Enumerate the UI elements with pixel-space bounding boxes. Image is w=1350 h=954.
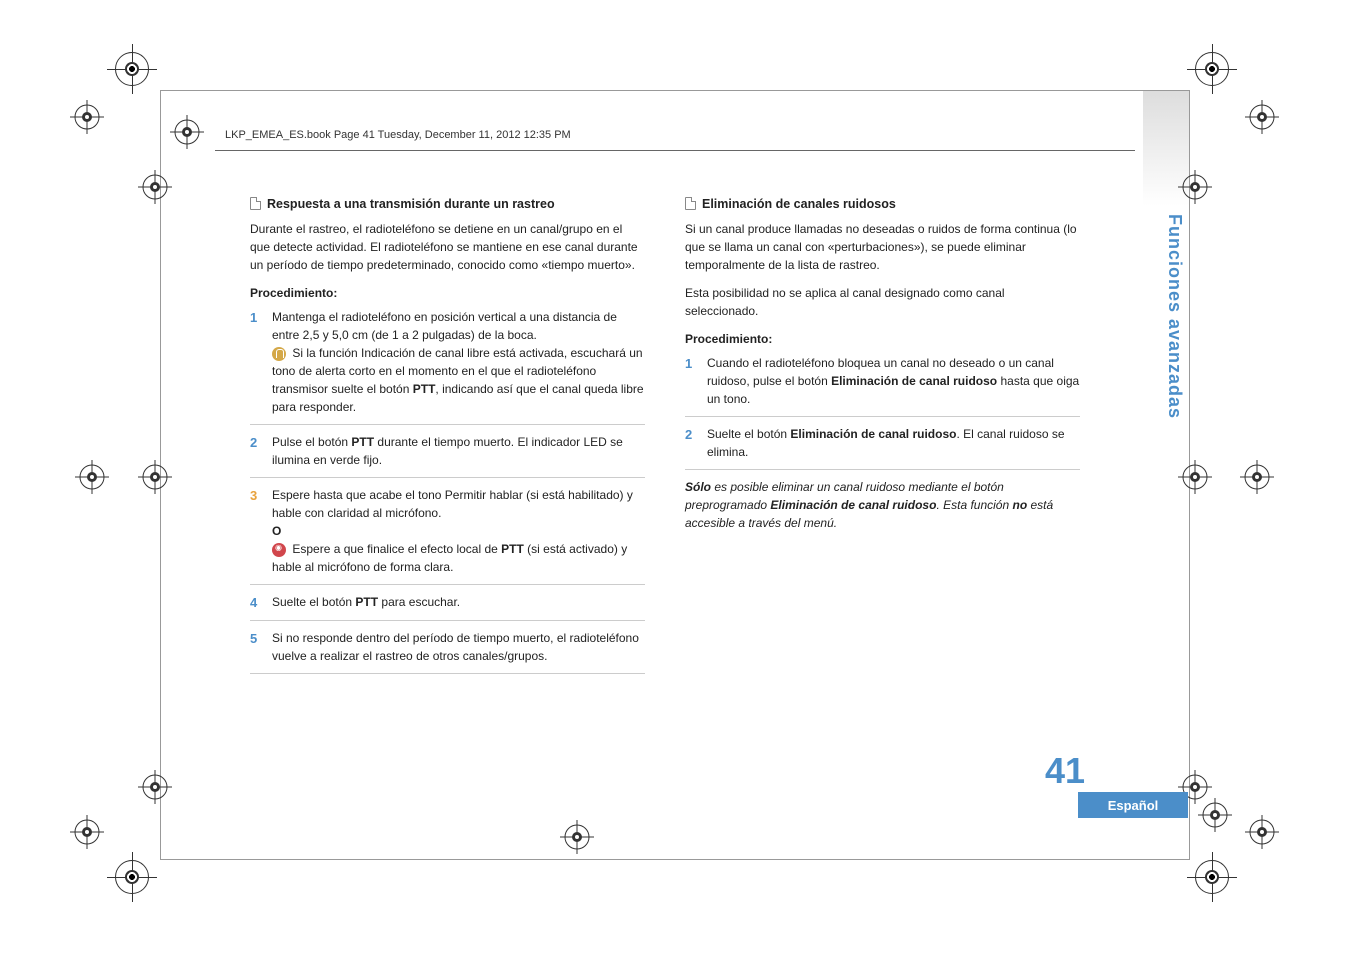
registration-mark-icon (138, 460, 172, 494)
procedure-label: Procedimiento: (250, 284, 645, 302)
bold-text: PTT (355, 595, 378, 609)
step-number: 2 (250, 433, 262, 469)
note-paragraph: Sólo es posible eliminar un canal ruidos… (685, 478, 1080, 532)
paragraph: Esta posibilidad no se aplica al canal d… (685, 284, 1080, 320)
step-number: 5 (250, 629, 262, 665)
step-3: 3 Espere hasta que acabe el tono Permiti… (250, 486, 645, 585)
step-body: Cuando el radioteléfono bloquea un canal… (707, 354, 1080, 408)
step-text: para escuchar. (378, 595, 460, 609)
intro-paragraph: Durante el rastreo, el radioteléfono se … (250, 220, 645, 274)
bold-text: PTT (351, 435, 374, 449)
registration-mark-icon (70, 815, 104, 854)
crop-mark-icon (115, 52, 155, 92)
registration-mark-icon (138, 770, 172, 804)
registration-mark-icon (138, 170, 172, 204)
content-area: Respuesta a una transmisión durante un r… (250, 195, 1080, 682)
bold-text: PTT (413, 382, 436, 396)
title-text: Respuesta a una transmisión durante un r… (267, 195, 555, 214)
step-1: 1 Mantenga el radioteléfono en posición … (250, 308, 645, 425)
step-body: Pulse el botón PTT durante el tiempo mue… (272, 433, 645, 469)
paragraph: Si un canal produce llamadas no deseadas… (685, 220, 1080, 274)
step-text: Mantenga el radioteléfono en posición ve… (272, 310, 617, 342)
registration-mark-icon (75, 460, 109, 499)
section-title: Eliminación de canales ruidosos (685, 195, 1080, 214)
language-tab: Español (1078, 792, 1188, 818)
section-title: Respuesta a una transmisión durante un r… (250, 195, 645, 214)
registration-mark-icon (1245, 100, 1279, 139)
step-4: 4 Suelte el botón PTT para escuchar. (250, 593, 645, 622)
or-text: O (272, 524, 281, 538)
registration-mark-icon (1178, 170, 1212, 204)
bold-text: PTT (501, 542, 524, 556)
sidebar-label: Funciones avanzadas (1164, 214, 1185, 419)
document-icon (250, 197, 261, 210)
step-text: Espere hasta que acabe el tono Permitir … (272, 488, 633, 520)
step-number: 1 (685, 354, 697, 408)
step-number: 1 (250, 308, 262, 416)
bold-text: no (1012, 498, 1027, 512)
bold-text: Sólo (685, 480, 711, 494)
crop-mark-icon (1195, 52, 1235, 92)
radio-icon (272, 543, 286, 557)
registration-mark-icon (70, 100, 104, 139)
page-number: 41 (1045, 750, 1085, 792)
step-body: Mantenga el radioteléfono en posición ve… (272, 308, 645, 416)
step-2: 2 Suelte el botón Eliminación de canal r… (685, 425, 1080, 470)
registration-mark-icon (1245, 815, 1279, 854)
bold-text: Eliminación de canal ruidoso (831, 374, 997, 388)
step-number: 3 (250, 486, 262, 576)
right-column: Eliminación de canales ruidosos Si un ca… (685, 195, 1080, 682)
header-rule (215, 150, 1135, 151)
step-1: 1 Cuando el radioteléfono bloquea un can… (685, 354, 1080, 417)
procedure-label: Procedimiento: (685, 330, 1080, 348)
antenna-icon (272, 347, 286, 361)
document-icon (685, 197, 696, 210)
title-text: Eliminación de canales ruidosos (702, 195, 896, 214)
registration-mark-icon (1240, 460, 1274, 499)
registration-mark-icon (170, 115, 204, 149)
crop-mark-icon (1195, 860, 1235, 900)
step-text: Suelte el botón (707, 427, 790, 441)
left-column: Respuesta a una transmisión durante un r… (250, 195, 645, 682)
step-number: 2 (685, 425, 697, 461)
step-body: Si no responde dentro del período de tie… (272, 629, 645, 665)
step-5: 5 Si no responde dentro del período de t… (250, 629, 645, 674)
step-number: 4 (250, 593, 262, 613)
sidebar-tab: Funciones avanzadas (1164, 214, 1188, 494)
step-body: Suelte el botón Eliminación de canal rui… (707, 425, 1080, 461)
step-text: Pulse el botón (272, 435, 351, 449)
step-body: Espere hasta que acabe el tono Permitir … (272, 486, 645, 576)
step-text: Espere a que finalice el efecto local de (292, 542, 501, 556)
registration-mark-icon (1198, 798, 1232, 837)
print-header: LKP_EMEA_ES.book Page 41 Tuesday, Decemb… (225, 129, 571, 141)
crop-mark-icon (115, 860, 155, 900)
bold-text: Eliminación de canal ruidoso (770, 498, 936, 512)
step-body: Suelte el botón PTT para escuchar. (272, 593, 645, 613)
registration-mark-icon (560, 820, 594, 854)
bold-text: Eliminación de canal ruidoso (790, 427, 956, 441)
note-text: . Esta función (936, 498, 1012, 512)
step-text: Suelte el botón (272, 595, 355, 609)
step-2: 2 Pulse el botón PTT durante el tiempo m… (250, 433, 645, 478)
